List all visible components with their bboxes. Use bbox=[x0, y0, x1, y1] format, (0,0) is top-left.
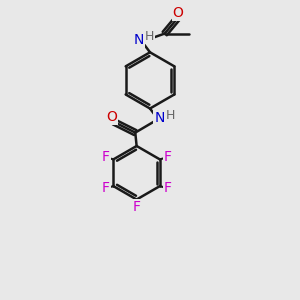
Text: N: N bbox=[154, 111, 165, 125]
Text: N: N bbox=[134, 33, 144, 47]
Text: H: H bbox=[165, 109, 175, 122]
Text: H: H bbox=[145, 30, 154, 43]
Text: F: F bbox=[101, 181, 110, 195]
Text: F: F bbox=[133, 200, 141, 214]
Text: O: O bbox=[106, 110, 117, 124]
Text: O: O bbox=[173, 6, 184, 20]
Text: F: F bbox=[164, 150, 172, 164]
Text: F: F bbox=[164, 181, 172, 195]
Text: F: F bbox=[101, 150, 110, 164]
